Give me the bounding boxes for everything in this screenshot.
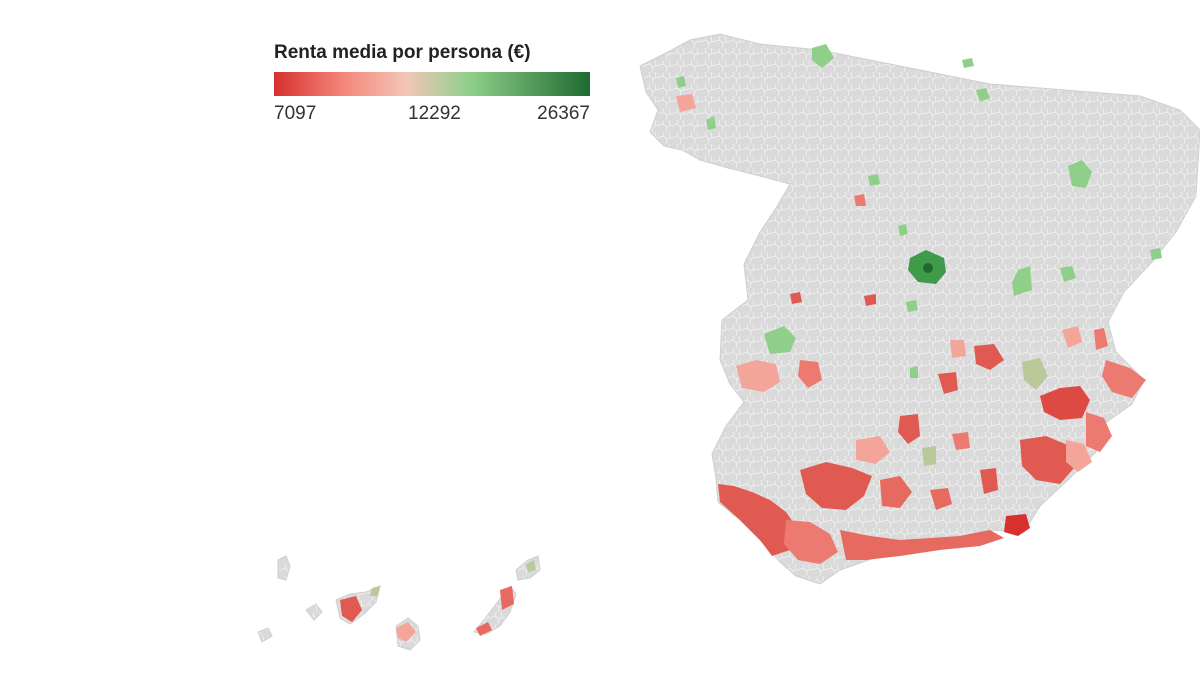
legend-title: Renta media por persona (€) (274, 42, 531, 63)
legend-mid-label: 12292 (408, 103, 461, 124)
legend-max-label: 26367 (537, 103, 590, 124)
legend-color-scale (274, 72, 590, 96)
legend-ticks: 7097 12292 26367 (274, 103, 590, 127)
legend-min-label: 7097 (274, 103, 317, 124)
legend: Renta media por persona (€) 7097 12292 2… (274, 42, 594, 127)
low-income-areas (340, 94, 1146, 642)
high-income-areas (370, 44, 1162, 596)
